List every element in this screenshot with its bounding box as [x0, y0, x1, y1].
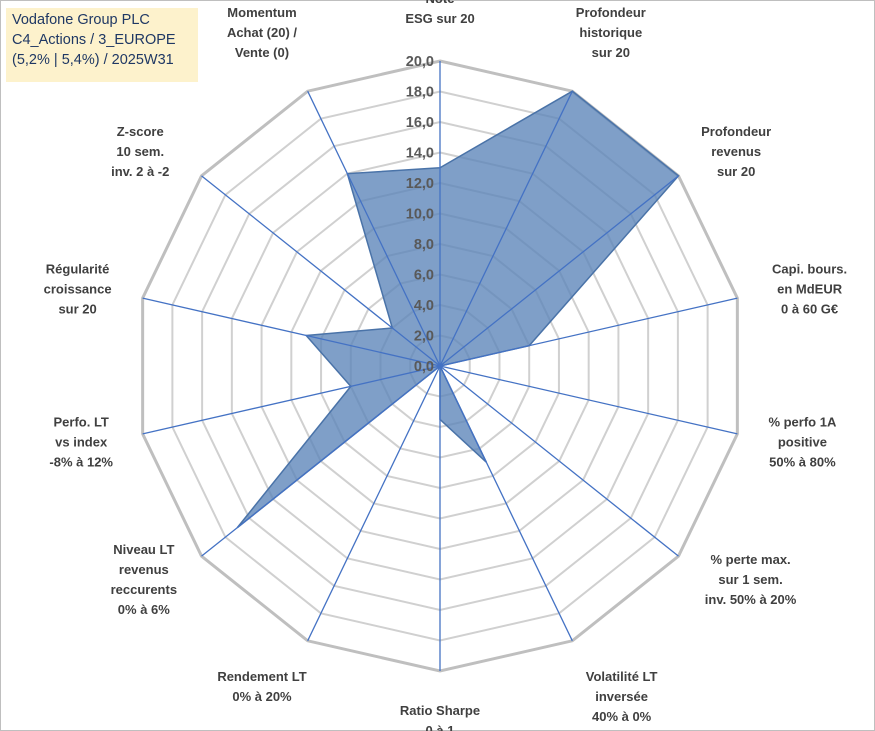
axis-label-line: positive — [778, 434, 827, 449]
axis-label: Niveau LT revenus reccurents 0% à 6% — [111, 542, 177, 617]
axis-label-line: % perfo 1A — [768, 414, 837, 429]
axis-spoke — [201, 365, 441, 557]
axis-label-line: Z-score — [117, 124, 164, 139]
axis-label-line: 10 sem. — [116, 144, 164, 159]
axis-spoke — [142, 297, 441, 367]
axis-label-line: croissance — [44, 282, 112, 297]
axis-label-line: Ratio Sharpe — [400, 703, 480, 718]
axis-label-line: historique — [579, 25, 642, 40]
axis-label-line: inv. 50% à 20% — [705, 592, 797, 607]
axis-label-line: Note — [426, 0, 455, 6]
series-area — [236, 90, 680, 529]
r-tick-label: 20,0 — [406, 54, 434, 70]
axis-label-line: vs index — [55, 434, 108, 449]
axis-label-line: Rendement LT — [217, 669, 306, 684]
axis-label-line: sur 20 — [592, 45, 630, 60]
axis-label-line: revenus — [119, 562, 169, 577]
axis-label-line: Régularité — [46, 262, 110, 277]
r-tick-label: 0,0 — [414, 359, 434, 375]
axis-label-line: Capi. bours. — [772, 262, 847, 277]
yield-and-week: (5,2% | 5,4%) / 2025W31 — [12, 52, 174, 68]
r-tick-label: 10,0 — [406, 207, 434, 223]
axis-label-line: en MdEUR — [777, 282, 843, 297]
axis-label-line: sur 1 sem. — [718, 572, 782, 587]
axis-label: Perfo. LT vs index -8% à 12% — [49, 414, 113, 469]
axis-label: Ratio Sharpe 0 à 1 — [400, 703, 480, 731]
axis-label-line: % perte max. — [710, 552, 790, 567]
axis-label: Note ESG sur 20 — [405, 0, 474, 26]
r-tick-label: 4,0 — [414, 298, 434, 314]
r-tick-label: 2,0 — [414, 329, 434, 345]
axis-label-line: Vente (0) — [235, 45, 289, 60]
axis-spoke — [439, 365, 573, 642]
r-tick-label: 6,0 — [414, 268, 434, 284]
axis-label-line: 40% à 0% — [592, 709, 652, 724]
chart-title-box: Vodafone Group PLC C4_Actions / 3_EUROPE… — [6, 8, 198, 82]
axis-label: Rendement LT 0% à 20% — [217, 669, 306, 704]
axis-label-line: -8% à 12% — [49, 454, 113, 469]
axis-label-line: Niveau LT — [113, 542, 174, 557]
axis-label-line: Momentum — [227, 5, 296, 20]
company-name: Vodafone Group PLC — [12, 12, 150, 28]
axis-label-line: revenus — [711, 144, 761, 159]
axis-label: Profondeur historique sur 20 — [576, 5, 646, 60]
axis-label-line: Volatilité LT — [586, 669, 658, 684]
axis-label: % perfo 1A positive 50% à 80% — [768, 414, 837, 469]
axis-spoke — [307, 365, 441, 642]
axis-label-line: sur 20 — [58, 302, 96, 317]
r-tick-label: 12,0 — [406, 176, 434, 192]
r-tick-label: 8,0 — [414, 237, 434, 253]
axis-spoke — [439, 365, 738, 435]
axis-label: Z-score 10 sem. inv. 2 à -2 — [111, 124, 169, 179]
axis-label-line: Perfo. LT — [54, 414, 109, 429]
axis-label-line: inversée — [595, 689, 648, 704]
axis-spoke — [439, 90, 573, 367]
axis-label: Volatilité LT inversée 40% à 0% — [586, 669, 658, 724]
axis-label-line: inv. 2 à -2 — [111, 164, 169, 179]
axis-spoke — [307, 90, 441, 367]
axis-label: Régularité croissance sur 20 — [44, 262, 112, 317]
axis-spoke — [439, 365, 679, 557]
axis-label: Momentum Achat (20) / Vente (0) — [227, 5, 297, 60]
axis-spoke — [439, 175, 679, 367]
axis-spoke — [201, 175, 441, 367]
axis-label-line: 0 à 60 G€ — [781, 302, 838, 317]
axis-label-line: 0% à 20% — [232, 689, 292, 704]
axis-label: Capi. bours. en MdEUR 0 à 60 G€ — [772, 262, 847, 317]
axis-label-line: reccurents — [111, 582, 177, 597]
r-tick-label: 18,0 — [406, 85, 434, 101]
axis-spoke — [439, 297, 738, 367]
axis-label: Profondeur revenus sur 20 — [701, 124, 771, 179]
r-tick-label: 14,0 — [406, 146, 434, 162]
axis-label: % perte max. sur 1 sem. inv. 50% à 20% — [705, 552, 797, 607]
axis-label-line: 0 à 1 — [426, 723, 455, 731]
axis-label-line: Profondeur — [701, 124, 771, 139]
axis-label-line: Achat (20) / — [227, 25, 297, 40]
axis-spoke — [142, 365, 441, 435]
axis-label-line: sur 20 — [717, 164, 755, 179]
axis-label-line: 0% à 6% — [118, 602, 170, 617]
axis-label-line: Profondeur — [576, 5, 646, 20]
category-path: C4_Actions / 3_EUROPE — [12, 32, 176, 48]
axis-label-line: 50% à 80% — [769, 454, 836, 469]
axis-label-line: ESG sur 20 — [405, 11, 474, 26]
r-tick-label: 16,0 — [406, 115, 434, 131]
